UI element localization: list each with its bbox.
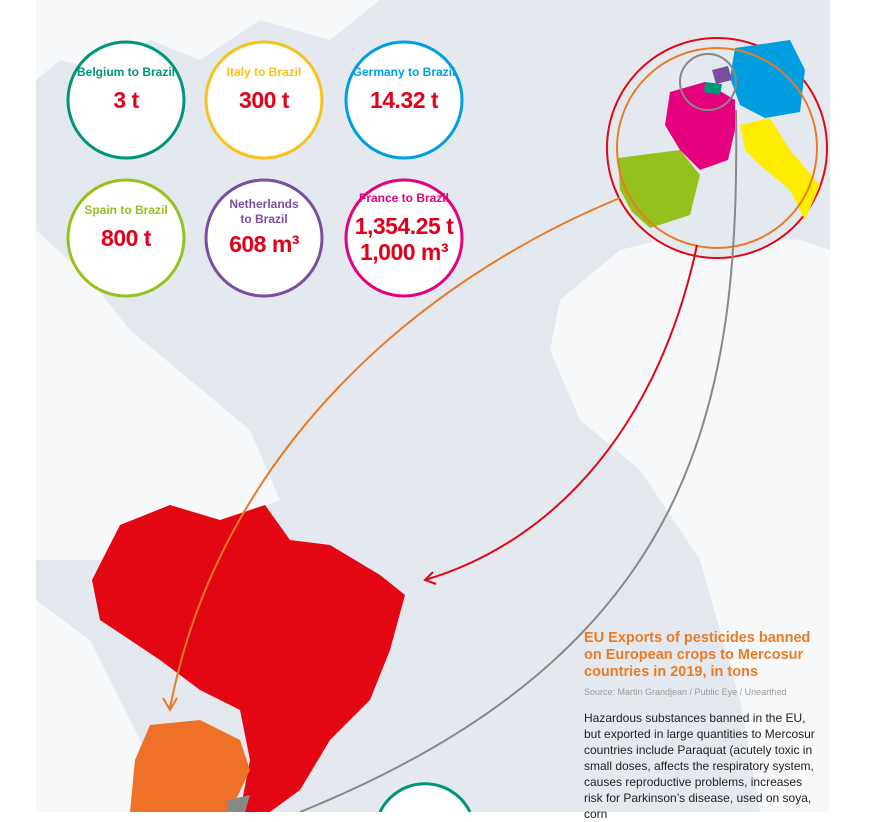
orange-ring (616, 47, 818, 249)
flow-label: Italy to Brazil (227, 65, 302, 79)
flow-labels: Belgium to Brazil 3 t Italy to Brazil 300 t… (66, 40, 464, 298)
arrow-head (423, 571, 437, 585)
belgium (704, 82, 722, 95)
flow-arc (424, 244, 698, 581)
flow-amount: 1,354.25 t (355, 213, 454, 239)
ring-partial (378, 782, 472, 812)
flow-circle (204, 40, 324, 160)
netherlands (712, 66, 732, 84)
flow-circle (344, 40, 464, 160)
flow-label: Spain to Brazil (84, 203, 167, 217)
argentina (130, 720, 250, 812)
flow-arc (169, 197, 621, 709)
flow-label: Belgium to Brazil (77, 65, 175, 79)
brazil (92, 505, 405, 812)
flow-circle (66, 40, 186, 160)
germany (730, 40, 805, 118)
arrow-head (162, 697, 178, 712)
caption: EU Exports of pesticides banned on Europ… (584, 630, 824, 822)
italy (740, 118, 820, 220)
flow-label: Germany to Brazil (353, 65, 456, 79)
flow-amount: 1,000 m³ (360, 239, 449, 265)
flow-circle (204, 178, 324, 298)
flow-arc (299, 109, 738, 812)
flow-amount: 800 t (101, 225, 152, 251)
flow-circle (66, 178, 186, 298)
flow-amount: 14.32 t (370, 87, 439, 113)
flow-amount: 608 m³ (229, 231, 300, 257)
uruguay (228, 795, 250, 812)
flow-amount: 300 t (239, 87, 290, 113)
caption-body: Hazardous substances banned in the EU, b… (584, 711, 815, 821)
land (36, 0, 380, 80)
grey-ring (679, 53, 737, 111)
flow-circle (344, 178, 464, 298)
caption-title: EU Exports of pesticides banned on Europ… (584, 630, 811, 680)
land (36, 230, 280, 560)
france (665, 82, 735, 170)
flow-amount: 3 t (113, 87, 139, 113)
flow-label: Netherlands to Brazil (229, 197, 299, 226)
caption-source: Source: Martin Grandjean / Public Eye / … (584, 687, 787, 697)
land (550, 230, 830, 812)
flow-label: France to Brazil (359, 191, 449, 205)
